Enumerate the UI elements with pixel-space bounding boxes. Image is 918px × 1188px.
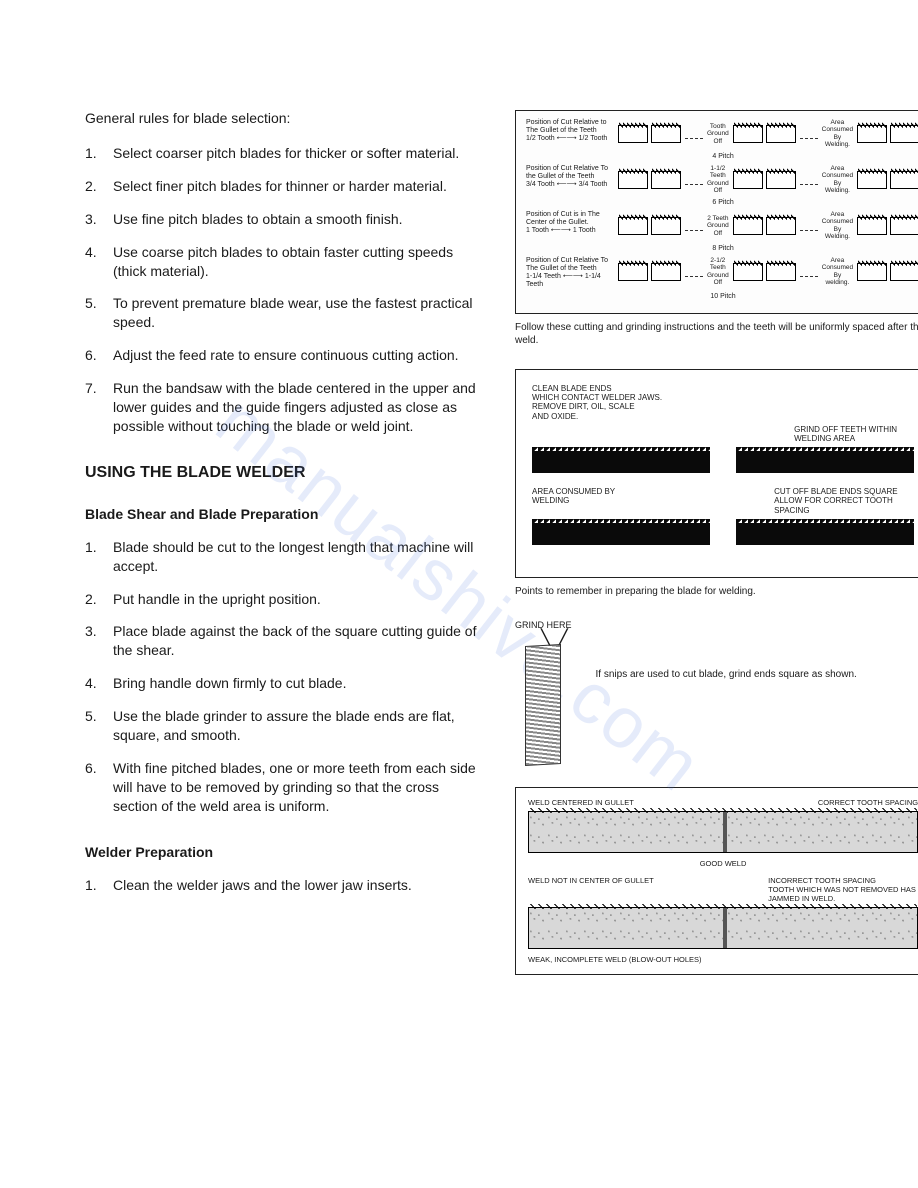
- intro-text: General rules for blade selection:: [85, 110, 485, 126]
- annotation: CUT OFF BLADE ENDS SQUARE ALLOW FOR CORR…: [774, 487, 914, 515]
- blade-diagram: [532, 451, 914, 473]
- list-text: Blade should be cut to the longest lengt…: [113, 538, 485, 576]
- weld-label: INCORRECT TOOTH SPACING TOOTH WHICH WAS …: [768, 876, 918, 903]
- annotation: GRIND OFF TEETH WITHIN WELDING AREA: [794, 425, 914, 443]
- list-number: 5.: [85, 294, 113, 332]
- blade-diagram: [532, 523, 914, 545]
- annotation: CLEAN BLADE ENDS WHICH CONTACT WELDER JA…: [532, 384, 914, 421]
- list-item: 3.Use fine pitch blades to obtain a smoo…: [85, 210, 485, 229]
- right-column: Position of Cut Relative to The Gullet o…: [515, 110, 918, 975]
- list-number: 2.: [85, 590, 113, 609]
- figure-caption: Follow these cutting and grinding instru…: [515, 322, 918, 347]
- figure-caption: Points to remember in preparing the blad…: [515, 586, 918, 599]
- list-text: Clean the welder jaws and the lower jaw …: [113, 876, 485, 895]
- list-number: 4.: [85, 674, 113, 693]
- weld-label: WEAK, INCOMPLETE WELD (BLOW-OUT HOLES): [528, 955, 918, 964]
- list-number: 1.: [85, 144, 113, 163]
- weld-label: GOOD WELD: [528, 859, 918, 868]
- list-text: Select coarser pitch blades for thicker …: [113, 144, 485, 163]
- figure-pitch-chart: Position of Cut Relative to The Gullet o…: [515, 110, 918, 314]
- list-item: 4.Bring handle down firmly to cut blade.: [85, 674, 485, 693]
- list-item: 1.Select coarser pitch blades for thicke…: [85, 144, 485, 163]
- list-text: With fine pitched blades, one or more te…: [113, 759, 485, 816]
- heading-using-blade-welder: USING THE BLADE WELDER: [85, 464, 485, 482]
- list-text: Place blade against the back of the squa…: [113, 622, 485, 660]
- page: General rules for blade selection: 1.Sel…: [85, 110, 858, 975]
- list-item: 6.With fine pitched blades, one or more …: [85, 759, 485, 816]
- list-number: 6.: [85, 759, 113, 816]
- list-number: 7.: [85, 379, 113, 436]
- annotation: AREA CONSUMED BY WELDING: [532, 487, 642, 505]
- list-item: 3.Place blade against the back of the sq…: [85, 622, 485, 660]
- weld-label: WELD CENTERED IN GULLET: [528, 798, 634, 807]
- grind-note: If snips are used to cut blade, grind en…: [596, 668, 857, 681]
- list-text: Use fine pitch blades to obtain a smooth…: [113, 210, 485, 229]
- welder-prep-list: 1.Clean the welder jaws and the lower ja…: [85, 876, 485, 895]
- heading-blade-shear: Blade Shear and Blade Preparation: [85, 506, 485, 522]
- pitch-row: Position of Cut Relative To the Gullet o…: [526, 165, 918, 207]
- pitch-row: Position of Cut is in The Center of the …: [526, 211, 918, 253]
- shear-steps-list: 1.Blade should be cut to the longest len…: [85, 538, 485, 816]
- list-number: 2.: [85, 177, 113, 196]
- weld-diagram-bad: [528, 907, 918, 949]
- weld-diagram-good: [528, 811, 918, 853]
- list-number: 5.: [85, 707, 113, 745]
- list-text: Bring handle down firmly to cut blade.: [113, 674, 485, 693]
- figure-weld-quality: WELD CENTERED IN GULLET CORRECT TOOTH SP…: [515, 787, 918, 975]
- list-text: Put handle in the upright position.: [113, 590, 485, 609]
- list-item: 7.Run the bandsaw with the blade centere…: [85, 379, 485, 436]
- list-number: 1.: [85, 876, 113, 895]
- list-text: To prevent premature blade wear, use the…: [113, 294, 485, 332]
- list-item: 2.Put handle in the upright position.: [85, 590, 485, 609]
- figure-blade-prep: CLEAN BLADE ENDS WHICH CONTACT WELDER JA…: [515, 369, 918, 578]
- list-number: 4.: [85, 243, 113, 281]
- list-item: 2.Select finer pitch blades for thinner …: [85, 177, 485, 196]
- figure-grind: GRIND HERE ╲ ╱ If snips are used to cut …: [515, 620, 918, 765]
- list-item: 1.Clean the welder jaws and the lower ja…: [85, 876, 485, 895]
- list-number: 6.: [85, 346, 113, 365]
- file-icon: [525, 644, 561, 766]
- list-item: 6.Adjust the feed rate to ensure continu…: [85, 346, 485, 365]
- list-text: Run the bandsaw with the blade centered …: [113, 379, 485, 436]
- list-number: 1.: [85, 538, 113, 576]
- weld-label: WELD NOT IN CENTER OF GULLET: [528, 876, 654, 903]
- pitch-row: Position of Cut Relative to The Gullet o…: [526, 119, 918, 161]
- list-text: Adjust the feed rate to ensure continuou…: [113, 346, 485, 365]
- rules-list: 1.Select coarser pitch blades for thicke…: [85, 144, 485, 436]
- list-text: Use the blade grinder to assure the blad…: [113, 707, 485, 745]
- list-item: 4.Use coarse pitch blades to obtain fast…: [85, 243, 485, 281]
- pitch-label: Position of Cut Relative to The Gullet o…: [526, 119, 612, 143]
- list-item: 1.Blade should be cut to the longest len…: [85, 538, 485, 576]
- heading-welder-prep: Welder Preparation: [85, 844, 485, 860]
- list-number: 3.: [85, 622, 113, 660]
- list-item: 5.Use the blade grinder to assure the bl…: [85, 707, 485, 745]
- left-column: General rules for blade selection: 1.Sel…: [85, 110, 485, 975]
- list-number: 3.: [85, 210, 113, 229]
- list-text: Select finer pitch blades for thinner or…: [113, 177, 485, 196]
- list-item: 5.To prevent premature blade wear, use t…: [85, 294, 485, 332]
- list-text: Use coarse pitch blades to obtain faster…: [113, 243, 485, 281]
- weld-label: CORRECT TOOTH SPACING: [818, 798, 918, 807]
- pitch-row: Position of Cut Relative To The Gullet o…: [526, 257, 918, 301]
